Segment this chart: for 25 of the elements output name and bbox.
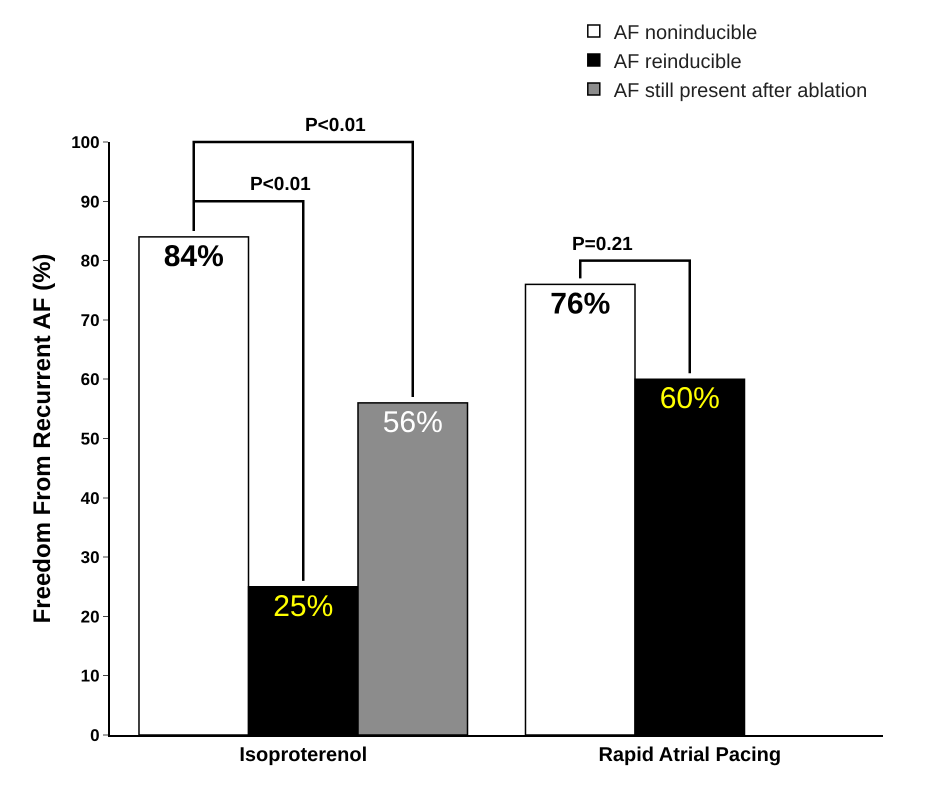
x-tick-label: Rapid Atrial Pacing [598,744,782,766]
text: P<0.01 [305,115,366,136]
data-label: 56% [382,406,443,439]
y-tick-label: 80 [80,252,100,271]
y-tick-label: 50 [80,429,100,448]
legend-label: AF reinducible [614,50,742,73]
y-tick-label: 0 [90,726,100,745]
y-tick-label: 70 [80,310,100,330]
annotation: P<0.01 [250,174,312,195]
x-tick-label: Isoproterenol [239,744,368,766]
y-tick-label: 90 [80,192,100,212]
legend-label: AF still present after ablation [614,80,868,102]
data-label: 25% [273,590,334,623]
data-label: 84% [164,240,224,273]
y-tick-label: 10 [80,666,100,686]
y-axis-title: Freedom From Recurrent AF (%) [28,254,56,624]
y-tick-label: 20 [80,607,100,626]
y-tick-label: 100 [71,132,100,152]
y-tick-label: 30 [80,548,100,568]
y-tick-label: 60 [80,370,100,390]
data-label: 76% [550,287,610,320]
legend-label: AF noninducible [614,22,758,44]
data-label: 60% [660,382,720,416]
y-tick-label: 40 [80,488,100,508]
annotation: P=0.21 [572,234,634,255]
